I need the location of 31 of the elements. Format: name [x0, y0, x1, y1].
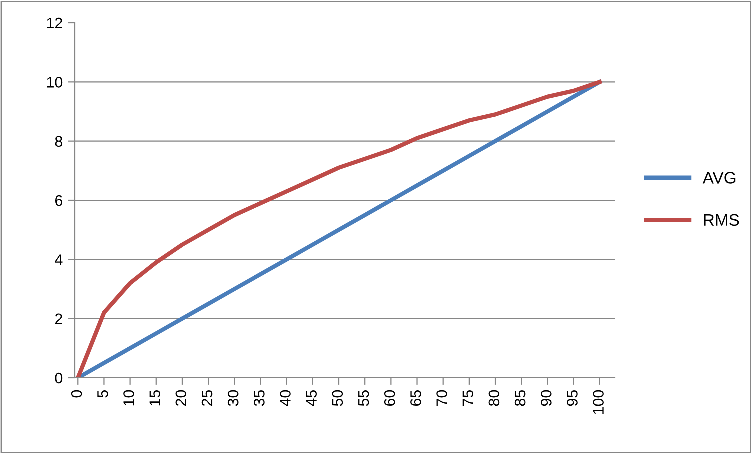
x-tick-label: 25 — [202, 390, 213, 406]
y-tick-label: 10 — [47, 77, 63, 88]
y-tick-label: 8 — [55, 136, 63, 148]
x-tick-label: 90 — [540, 390, 552, 406]
x-tick-label: 60 — [384, 390, 396, 406]
y-tick-label: 6 — [55, 195, 63, 206]
y-tick-label: 2 — [55, 314, 62, 324]
legend-label: RMS — [704, 214, 740, 226]
x-tick-label: 30 — [228, 390, 239, 406]
x-tick-label: 0 — [71, 390, 82, 398]
x-tick-label: 15 — [150, 390, 160, 406]
legend-label: AVG — [702, 172, 736, 184]
y-tick-label: 12 — [47, 18, 62, 29]
x-tick-label: 80 — [488, 390, 500, 406]
x-tick-label: 100 — [593, 390, 604, 414]
x-tick-label: 70 — [436, 390, 448, 406]
x-tick-label: 35 — [254, 390, 265, 406]
x-tick-label: 5 — [98, 390, 108, 398]
x-tick-label: 65 — [410, 390, 422, 406]
x-tick-label: 95 — [567, 390, 578, 406]
line-series — [76, 80, 602, 378]
x-tick-label: 75 — [462, 390, 474, 406]
x-tick-label: 55 — [358, 390, 370, 406]
x-tick-label: 10 — [124, 390, 134, 406]
x-tick-label: 20 — [176, 390, 187, 406]
x-tick-label: 85 — [514, 390, 526, 406]
x-tick-label: 40 — [280, 390, 291, 406]
x-tick-label: 50 — [332, 390, 344, 406]
x-tick-label: 45 — [306, 390, 318, 406]
y-tick-label: 4 — [55, 254, 63, 266]
y-tick-label: 0 — [55, 372, 63, 384]
